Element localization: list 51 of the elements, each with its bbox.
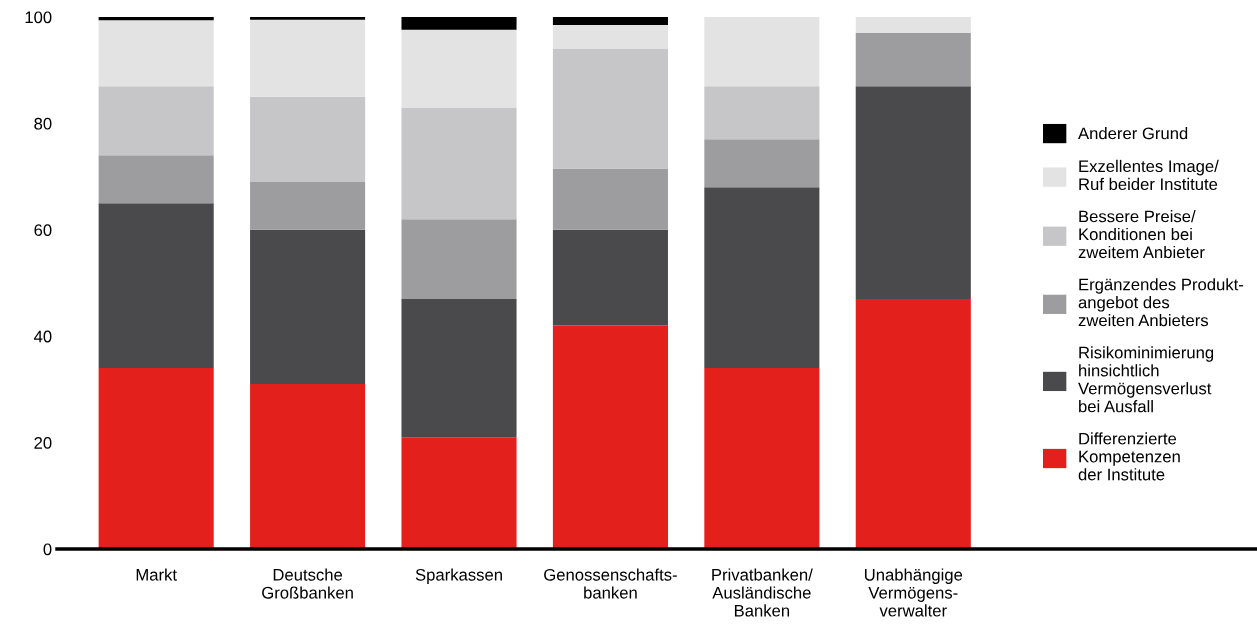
bar (250, 181, 366, 230)
legend-label: Differenzierte Kompetenzen der Institute (1078, 432, 1180, 481)
y-tick-label: 20 (34, 437, 52, 449)
bar (401, 219, 517, 299)
y-tick-label: 40 (33, 330, 52, 343)
bar (98, 17, 214, 21)
x-tick-label: Privatbanken/ Ausländische Banken (712, 568, 813, 617)
bar (401, 107, 517, 220)
bar (552, 24, 668, 49)
y-tick-label: 60 (34, 224, 52, 236)
legend-label: Ergänzendes Produkt- angebot des zweiten Anbieters (1078, 278, 1244, 327)
bar (250, 96, 366, 182)
bar (704, 139, 820, 188)
legend-label: Bessere Preise/ Konditionen bei zweitem Anbieter (1078, 210, 1205, 259)
bar (552, 48, 668, 169)
bar (855, 86, 971, 299)
bar (401, 17, 517, 30)
bar (552, 229, 668, 326)
x-tick-label: Unabhängige Vermögens- verwalter (864, 568, 963, 617)
bar (704, 368, 820, 549)
bar (98, 86, 214, 156)
y-tick-label: 100 (25, 11, 52, 24)
x-tick-label: Markt (136, 568, 177, 581)
bar (855, 32, 971, 87)
bar (401, 437, 517, 549)
bar (704, 187, 820, 369)
legend-label: Exzellentes Image/ Ruf beider Institute (1079, 159, 1219, 191)
bar (98, 203, 214, 369)
bar (250, 19, 366, 97)
bar (552, 168, 668, 230)
bar (250, 384, 366, 549)
bar (98, 155, 214, 204)
x-tick-label: Deutsche Großbanken (262, 568, 353, 599)
bar (552, 325, 668, 549)
bar (552, 17, 668, 25)
legend-label: Risikominimierung hinsichtlich Vermögensverlust bei Ausfall (1078, 346, 1214, 413)
bar (250, 229, 366, 385)
bar (98, 20, 214, 87)
bar (855, 298, 971, 549)
x-tick-label: Sparkassen (415, 568, 502, 584)
y-tick-label: 80 (34, 117, 52, 130)
x-tick-label: Genossenschafts- banken (544, 568, 677, 599)
bar (250, 17, 366, 20)
bar (98, 368, 214, 549)
bar (704, 17, 820, 87)
bar (704, 86, 820, 140)
bar (401, 298, 517, 438)
y-tick-label: 0 (43, 543, 52, 556)
bar (401, 29, 517, 108)
bar (855, 17, 971, 33)
legend-label: Anderer Grund (1078, 127, 1188, 140)
